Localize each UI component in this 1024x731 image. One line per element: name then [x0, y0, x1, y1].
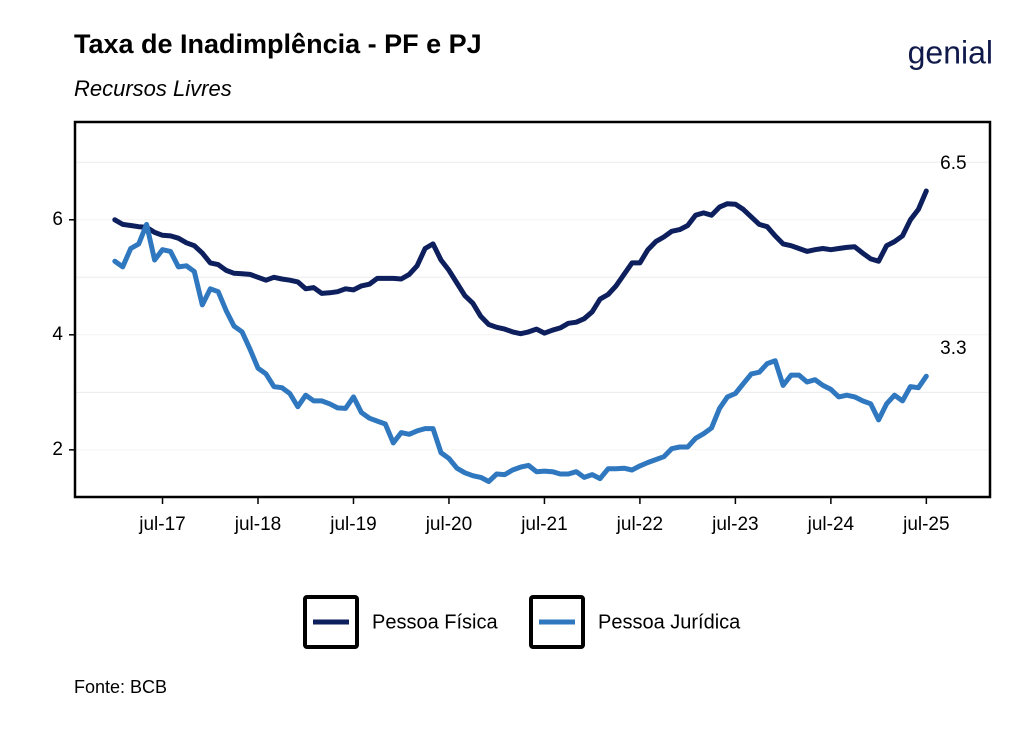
chart-title: Taxa de Inadimplência - PF e PJ	[74, 29, 482, 59]
annotation: 6.5	[940, 153, 966, 174]
legend-label: Pessoa Jurídica	[598, 611, 741, 633]
x-tick-label: jul-18	[234, 514, 281, 535]
logo: genial	[908, 34, 993, 70]
series-line	[112, 188, 929, 337]
x-tick-label: jul-22	[616, 514, 663, 535]
x-tick-label: jul-20	[425, 514, 472, 535]
series-line	[112, 221, 929, 484]
y-tick-label: 6	[52, 209, 63, 230]
x-tick-label: jul-21	[520, 514, 567, 535]
chart-subtitle: Recursos Livres	[74, 76, 232, 101]
y-tick-label: 4	[52, 324, 63, 345]
x-tick-label: jul-25	[902, 514, 949, 535]
x-tick-label: jul-23	[711, 514, 758, 535]
x-tick-label: jul-19	[329, 514, 376, 535]
x-tick-label: jul-24	[807, 514, 855, 535]
annotation: 3.3	[940, 338, 966, 359]
x-tick-label: jul-17	[138, 514, 185, 535]
source: Fonte: BCB	[74, 677, 167, 697]
y-tick-label: 2	[52, 439, 63, 460]
plot-border	[73, 120, 992, 499]
legend-label: Pessoa Física	[372, 611, 498, 633]
